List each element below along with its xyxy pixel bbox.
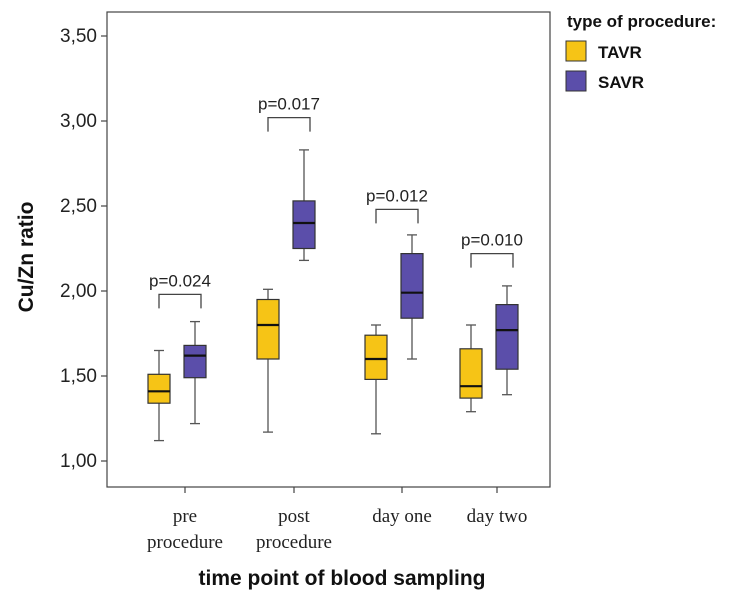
box-body (459, 348, 483, 399)
x-axis-title: time point of blood sampling (199, 567, 486, 590)
significance-bracket: p=0.017 (258, 95, 320, 132)
annotations-group: p=0.024 p=0.017 p=0.012 p=0.010 (149, 95, 523, 309)
bracket-line (267, 116, 311, 132)
box-tavr-2 (364, 324, 388, 435)
y-tick-label: 1,50 (60, 366, 97, 387)
box-body (292, 200, 316, 250)
p-value-label: p=0.010 (461, 231, 523, 250)
x-axis: pre procedure post procedure day one day two (147, 487, 527, 553)
box-savr-1 (292, 149, 316, 262)
bracket-line (375, 208, 419, 224)
box-tavr-1 (256, 288, 280, 433)
legend-swatch-savr (565, 70, 587, 92)
x-tick-label-line: procedure (256, 532, 332, 553)
y-axis: 1,00 1,50 2,00 2,50 3,00 3,50 (60, 26, 107, 472)
y-tick-label: 3,50 (60, 26, 97, 47)
boxes-group (147, 149, 519, 442)
legend-swatch-tavr (565, 40, 587, 62)
plot-frame (106, 11, 551, 488)
box-body (183, 344, 207, 379)
box-savr-0 (183, 320, 207, 425)
significance-bracket: p=0.010 (461, 231, 523, 268)
x-tick-label-line: day one (372, 506, 432, 527)
box-body (400, 253, 424, 319)
p-value-label: p=0.024 (149, 271, 211, 290)
box-body (256, 298, 280, 360)
y-tick-label: 2,00 (60, 281, 97, 302)
box-body (364, 334, 388, 381)
box-savr-2 (400, 234, 424, 360)
x-tick-label: post procedure (256, 506, 332, 553)
x-tick-label: pre procedure (147, 506, 223, 553)
legend-label-tavr: TAVR (598, 43, 642, 62)
x-tick-label-line: pre (173, 506, 197, 527)
box-body (147, 373, 171, 404)
significance-bracket: p=0.012 (366, 186, 428, 224)
bracket-line (470, 252, 514, 268)
y-tick-label: 1,00 (60, 451, 97, 472)
x-tick-label-line: day two (467, 506, 528, 527)
p-value-label: p=0.012 (366, 186, 428, 205)
significance-bracket: p=0.024 (149, 271, 211, 309)
y-tick-label: 3,00 (60, 111, 97, 132)
y-tick-label: 2,50 (60, 196, 97, 217)
box-tavr-0 (147, 349, 171, 442)
x-tick-label-line: procedure (147, 532, 223, 553)
legend-label-savr: SAVR (598, 73, 644, 92)
legend: type of procedure: TAVR SAVR (565, 12, 716, 92)
legend-title: type of procedure: (567, 12, 716, 31)
box-tavr-3 (459, 324, 483, 413)
y-axis-title: Cu/Zn ratio (15, 202, 38, 313)
box-body (495, 304, 519, 370)
x-tick-label-line: post (278, 506, 310, 527)
plot-frame-group (106, 11, 551, 488)
bracket-line (158, 293, 202, 309)
x-tick-label: day one (372, 506, 432, 527)
p-value-label: p=0.017 (258, 95, 320, 114)
x-tick-label: day two (467, 506, 528, 527)
box-savr-3 (495, 285, 519, 396)
